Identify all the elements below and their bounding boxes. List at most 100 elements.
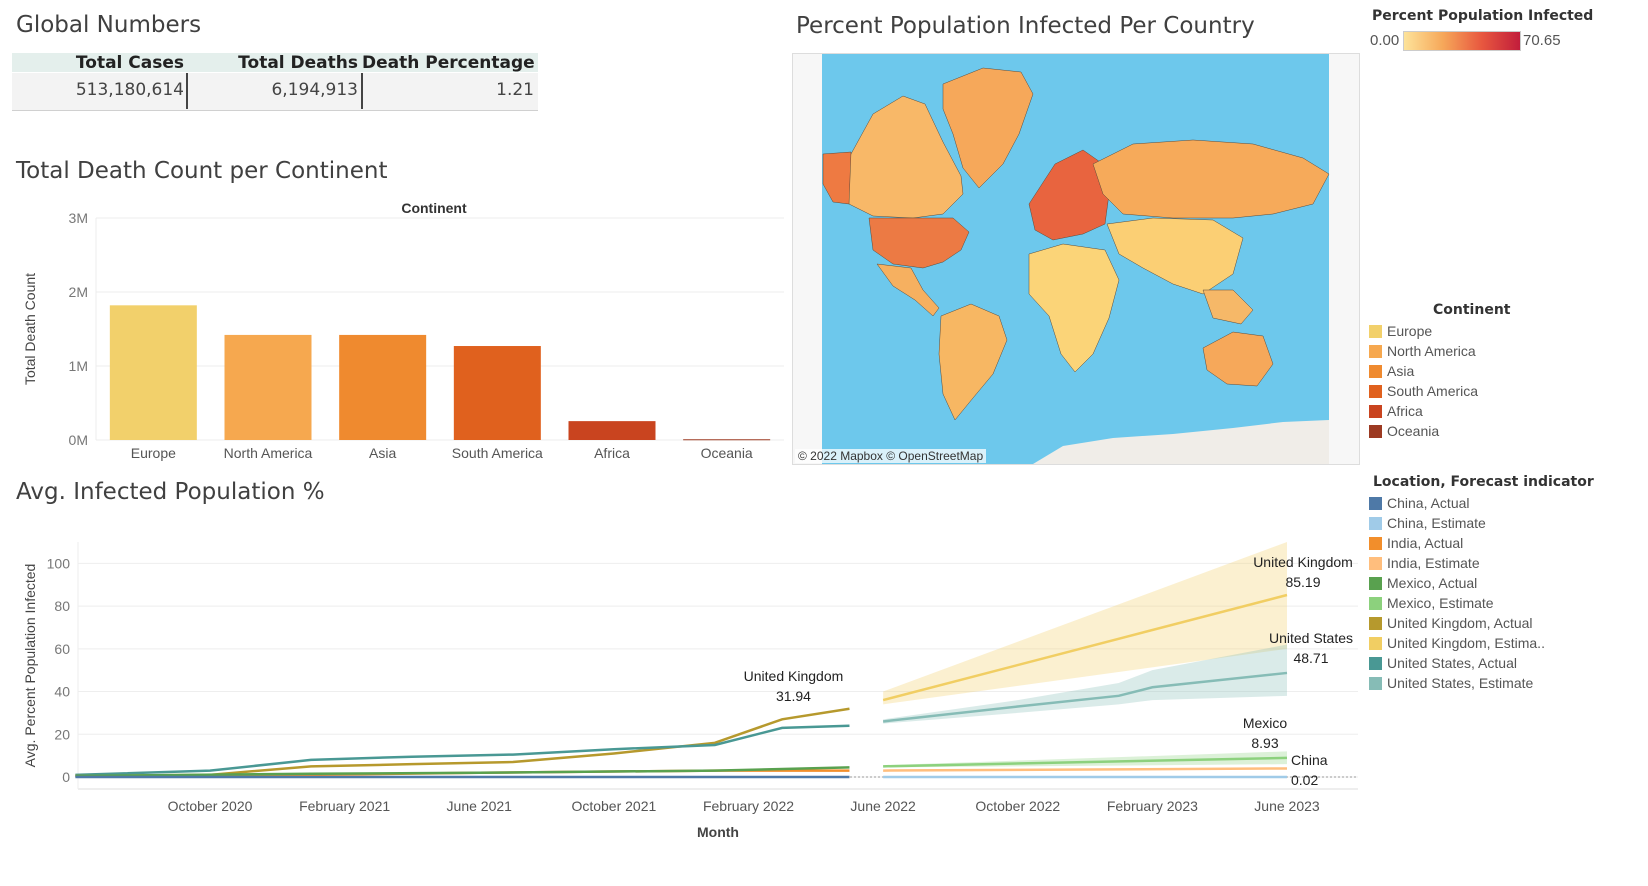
legend-label: Mexico, Estimate: [1387, 595, 1494, 611]
column-divider: [186, 73, 188, 109]
x-tick-label: October 2022: [975, 798, 1060, 814]
table-header-row: [12, 53, 538, 72]
y-tick-label: 0: [62, 769, 70, 785]
country-alaska: [822, 151, 852, 205]
legend-swatch: [1369, 345, 1382, 358]
y-tick-label: 3M: [69, 210, 88, 226]
legend-swatch: [1369, 365, 1382, 378]
color-legend-min: 0.00: [1370, 32, 1400, 49]
continent-antarctica: [1033, 420, 1329, 464]
series-line: [882, 671, 1288, 723]
series-annotation-value: 85.19: [1285, 574, 1320, 590]
series-line: [883, 767, 1288, 772]
legend-swatch: [1369, 405, 1382, 418]
location-legend-title: Location, Forecast indicator: [1373, 474, 1594, 490]
legend-swatch: [1369, 637, 1382, 650]
global-numbers-title: Global Numbers: [16, 12, 202, 38]
x-tick-label: North America: [224, 445, 313, 461]
y-tick-label: 2M: [69, 284, 88, 300]
x-tick-label: June 2023: [1254, 798, 1320, 814]
bar: [224, 334, 312, 440]
series-annotation-label: China: [1291, 752, 1328, 768]
legend-swatch: [1369, 537, 1382, 550]
value-death-percentage: 1.21: [496, 80, 534, 100]
header-total-cases: Total Cases: [75, 53, 184, 73]
bar: [453, 346, 541, 440]
legend-swatch: [1369, 557, 1382, 570]
x-axis-title: Continent: [401, 200, 467, 216]
y-tick-label: 80: [54, 598, 70, 614]
x-tick-label: Africa: [594, 445, 630, 461]
value-total-deaths: 6,194,913: [271, 80, 358, 100]
header-total-deaths: Total Deaths: [238, 53, 358, 73]
map-canvas: [822, 54, 1330, 464]
country-usa: [868, 217, 970, 269]
country-greenland: [942, 67, 1034, 189]
x-tick-label: South America: [452, 445, 543, 461]
bar: [683, 439, 771, 441]
legend-swatch: [1369, 325, 1382, 338]
x-tick-label: Oceania: [701, 445, 753, 461]
legend-swatch: [1369, 385, 1382, 398]
legend-label: South America: [1387, 383, 1479, 399]
continent-asia: [1106, 217, 1244, 295]
value-total-cases: 513,180,614: [75, 80, 184, 100]
series-annotation-value: 8.93: [1251, 735, 1278, 751]
x-tick-label: October 2021: [571, 798, 656, 814]
y-axis-title: Avg. Percent Population Infected: [22, 564, 38, 768]
series-line: [75, 724, 850, 777]
x-tick-label: June 2022: [850, 798, 916, 814]
bar: [339, 334, 427, 440]
bar-chart-title: Total Death Count per Continent: [16, 158, 388, 184]
legend-label: Mexico, Actual: [1387, 575, 1478, 591]
legend-label: Oceania: [1387, 423, 1440, 439]
table-row: [12, 73, 538, 110]
x-tick-label: Europe: [131, 445, 176, 461]
column-divider: [361, 73, 363, 109]
y-tick-label: 40: [54, 684, 70, 700]
x-tick-label: February 2023: [1107, 798, 1198, 814]
color-legend-gradient: [1403, 31, 1521, 51]
region-southeast-asia: [1202, 289, 1254, 325]
bar-chart: Continent 0M 1M 2M 3M Total Death Count Europe…: [22, 200, 784, 461]
y-axis-title: Total Death Count: [22, 273, 38, 385]
legend-label: China, Actual: [1387, 495, 1470, 511]
legend-label: United Kingdom, Estima..: [1387, 635, 1545, 651]
x-tick-label: June 2021: [447, 798, 513, 814]
forecast-band: [883, 542, 1287, 705]
legend-label: United States, Estimate: [1387, 675, 1534, 691]
x-tick-label: October 2020: [168, 798, 253, 814]
bar: [568, 421, 656, 440]
y-tick-label: 60: [54, 641, 70, 657]
legend-label: China, Estimate: [1387, 515, 1486, 531]
world-map[interactable]: © 2022 Mapbox © OpenStreetMap: [792, 53, 1360, 465]
map-title: Percent Population Infected Per Country: [796, 13, 1255, 39]
color-legend-max: 70.65: [1523, 32, 1561, 49]
series-annotation-value: 48.71: [1293, 650, 1328, 666]
country-mexico: [876, 263, 940, 317]
legend-swatch: [1369, 425, 1382, 438]
legend-swatch: [1369, 517, 1382, 530]
header-death-percentage: Death Percentage: [362, 53, 535, 73]
series-annotation-label: United Kingdom: [744, 668, 844, 684]
legend-swatch: [1369, 617, 1382, 630]
x-tick-label: Asia: [369, 445, 396, 461]
country-russia: [1092, 139, 1330, 219]
country-australia: [1202, 331, 1274, 387]
map-attribution: © 2022 Mapbox © OpenStreetMap: [795, 449, 987, 463]
y-tick-label: 0M: [69, 432, 88, 448]
global-numbers-table: Total Cases Total Deaths Death Percentag…: [12, 53, 538, 111]
continent-south-america: [938, 303, 1008, 421]
legend-label: Africa: [1387, 403, 1423, 419]
legend-swatch: [1369, 597, 1382, 610]
continent-africa: [1028, 243, 1120, 373]
y-tick-label: 100: [47, 555, 71, 571]
series-annotation-label: United Kingdom: [1253, 554, 1353, 570]
line-chart-title: Avg. Infected Population %: [16, 479, 325, 505]
legend-label: India, Actual: [1387, 535, 1464, 551]
series-line: [883, 756, 1288, 768]
legend-label: United States, Actual: [1387, 655, 1517, 671]
legend-label: Europe: [1387, 323, 1433, 339]
legend-label: North America: [1387, 343, 1476, 359]
y-tick-label: 20: [54, 726, 70, 742]
